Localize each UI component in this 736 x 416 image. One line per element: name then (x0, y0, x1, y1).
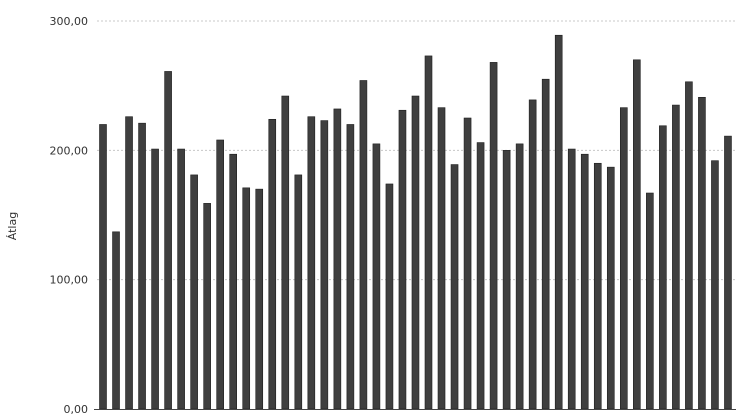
bar (294, 174, 303, 410)
bar (633, 59, 641, 410)
bar (359, 80, 368, 410)
bar (659, 125, 667, 410)
bar (255, 188, 264, 410)
bar (554, 34, 563, 410)
bar (112, 231, 120, 410)
bar (593, 162, 602, 410)
bar (99, 124, 107, 410)
bar (281, 95, 290, 410)
bar (190, 174, 198, 410)
y-tick-label: 100,00 (50, 274, 89, 287)
bar (580, 153, 589, 410)
bar (646, 192, 654, 410)
bar (450, 164, 459, 410)
bar (268, 118, 277, 410)
y-tick-label: 200,00 (50, 144, 89, 157)
bar (138, 122, 146, 410)
bar (216, 139, 224, 410)
bar (346, 124, 355, 410)
bar (698, 97, 706, 410)
bar (567, 148, 576, 410)
bar (398, 109, 407, 410)
bar (528, 99, 537, 410)
bar (724, 135, 732, 410)
bar (411, 95, 420, 410)
bar (242, 187, 251, 410)
y-tick-label: 300,00 (50, 15, 89, 28)
bar (476, 142, 485, 410)
bar (685, 81, 693, 410)
bar (672, 104, 680, 410)
bar (385, 183, 394, 410)
bar (502, 150, 511, 410)
bar (151, 148, 159, 410)
bar (437, 107, 446, 410)
bar (307, 116, 316, 410)
bar (372, 143, 381, 410)
bar (333, 108, 342, 410)
y-axis-ticks: 0,00 100,00 200,00 300,00 (50, 15, 89, 416)
bar (125, 116, 133, 410)
bar (606, 166, 615, 410)
bar (164, 71, 172, 410)
gridlines (97, 20, 736, 281)
bar (203, 203, 211, 410)
bar-series (99, 34, 732, 410)
bar (463, 117, 472, 410)
bar (424, 55, 433, 410)
bar (711, 160, 719, 410)
y-axis-title: Átlag (6, 212, 19, 240)
y-tick-label: 0,00 (64, 403, 89, 416)
bar (489, 62, 498, 410)
bar (320, 120, 329, 410)
bar (177, 148, 185, 410)
bar (229, 153, 237, 410)
bar (541, 78, 550, 410)
bar (619, 107, 628, 410)
bar (515, 143, 524, 410)
